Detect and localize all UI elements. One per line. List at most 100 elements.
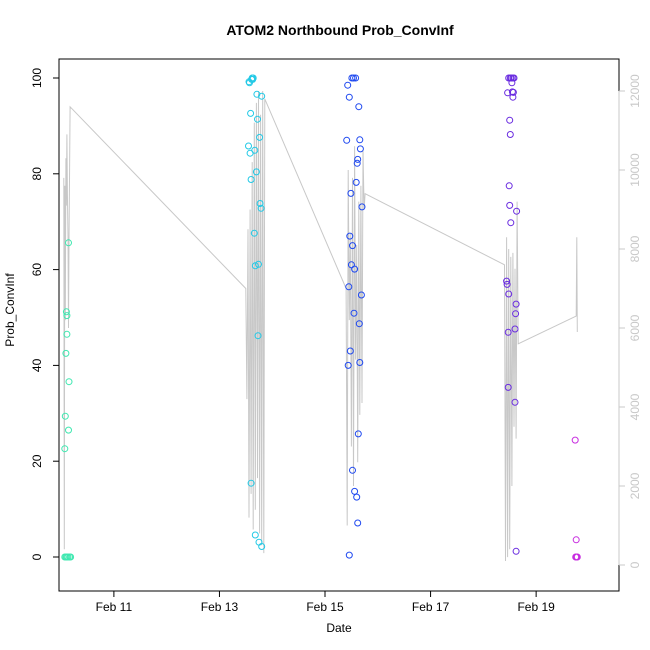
data-point (358, 203, 366, 211)
x-tick-label: Feb 11 (96, 600, 133, 614)
data-point (573, 553, 581, 561)
data-point (512, 547, 520, 555)
y2-tick-label: 0 (628, 561, 642, 568)
data-point (344, 361, 352, 369)
data-point (254, 332, 262, 340)
data-point (357, 291, 365, 299)
y-axis-left: 0 20 40 60 80 100 (30, 68, 60, 560)
data-point (61, 412, 69, 420)
data-point (507, 219, 515, 227)
data-point (355, 103, 363, 111)
scatter-points-layer (61, 74, 581, 561)
data-point (506, 201, 514, 209)
data-point (503, 280, 511, 288)
data-point (61, 445, 69, 453)
series-4 (503, 74, 521, 555)
y-axis-right: 0 2000 4000 6000 8000 10000 12000 (618, 74, 642, 568)
data-point (251, 531, 259, 539)
data-point (351, 265, 359, 273)
data-point (356, 136, 364, 144)
data-point (65, 239, 72, 247)
data-point (345, 551, 353, 559)
data-point (245, 142, 252, 150)
data-point (352, 178, 360, 186)
data-point (504, 328, 512, 336)
y2-tick-label: 12000 (628, 74, 642, 108)
data-point (350, 309, 358, 317)
data-point (512, 310, 520, 318)
data-point (350, 74, 357, 82)
y-tick-label: 60 (30, 263, 44, 277)
y2-tick-label: 2000 (628, 472, 642, 499)
data-point (251, 146, 259, 154)
data-point (258, 543, 266, 550)
data-point (65, 378, 73, 386)
secondary-series-line (63, 90, 578, 562)
data-point (509, 88, 517, 96)
data-point (257, 204, 265, 212)
data-point (354, 430, 362, 438)
data-point (506, 116, 514, 124)
data-point (354, 155, 362, 163)
y-tick-label: 40 (30, 358, 44, 372)
data-point (254, 115, 261, 123)
series-3 (343, 74, 366, 559)
data-point (255, 260, 262, 268)
data-point (249, 74, 257, 82)
data-point (253, 90, 261, 98)
data-point (247, 479, 255, 487)
data-point (353, 493, 361, 501)
data-point (571, 436, 579, 444)
x-tick-label: Feb 17 (412, 600, 450, 614)
data-point (256, 200, 264, 207)
y2-tick-label: 8000 (628, 235, 642, 262)
data-point (256, 133, 264, 141)
data-point (513, 207, 521, 215)
data-point (343, 136, 351, 144)
x-axis-label: Date (326, 621, 352, 635)
data-point (346, 347, 354, 355)
y-tick-label: 100 (30, 68, 44, 88)
data-point (62, 349, 70, 357)
data-point (247, 176, 255, 183)
y2-tick-label: 6000 (628, 314, 642, 341)
data-point (347, 189, 355, 197)
data-point (349, 242, 356, 250)
series-2 (245, 74, 266, 550)
data-point (251, 262, 259, 270)
data-point (511, 398, 519, 406)
data-point (509, 93, 517, 101)
data-point (503, 277, 511, 285)
data-point (354, 519, 362, 527)
data-point (353, 159, 361, 167)
data-point (572, 536, 580, 544)
data-point (506, 131, 514, 138)
y-tick-label: 0 (30, 553, 44, 560)
chart-title: ATOM2 Northbound Prob_ConvInf (226, 22, 454, 38)
x-tick-label: Feb 15 (306, 600, 344, 614)
y-tick-label: 80 (30, 167, 44, 181)
data-point (352, 74, 360, 82)
series-1 (61, 239, 75, 561)
data-point (62, 308, 70, 316)
data-point (63, 330, 71, 338)
data-point (356, 359, 364, 366)
data-point (511, 325, 519, 333)
data-point (250, 229, 258, 237)
y2-tick-label: 10000 (628, 153, 642, 187)
data-point (345, 93, 353, 101)
data-point (512, 300, 520, 308)
y-axis-label: Prob_ConvInf (3, 273, 17, 347)
data-point (355, 320, 363, 328)
x-axis: Feb 11 Feb 13 Feb 15 Feb 17 Feb 19 (96, 590, 555, 614)
data-point (345, 283, 353, 291)
x-tick-label: Feb 19 (517, 600, 555, 614)
data-point (356, 145, 364, 153)
data-point (65, 426, 72, 434)
y-tick-label: 20 (30, 454, 44, 468)
data-point (510, 74, 518, 82)
series-5 (571, 436, 581, 561)
x-tick-label: Feb 13 (201, 600, 239, 614)
